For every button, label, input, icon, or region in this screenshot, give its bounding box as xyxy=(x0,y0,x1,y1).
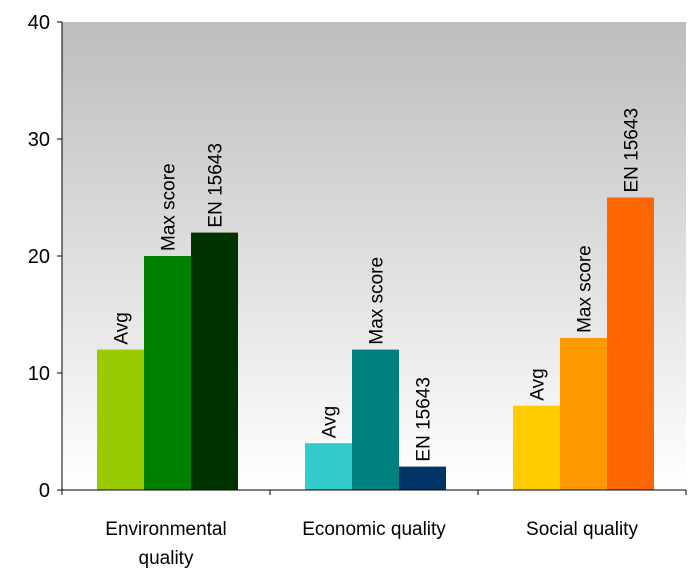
y-tick-label: 40 xyxy=(28,12,50,34)
bar xyxy=(399,466,446,490)
bar xyxy=(305,443,352,490)
bar-data-label: Max score xyxy=(367,257,388,345)
bar xyxy=(560,337,607,490)
bar-data-label: EN 15643 xyxy=(206,143,227,228)
y-tick-label: 0 xyxy=(39,480,50,502)
x-category-label: Social quality xyxy=(526,519,638,540)
bar-data-label: EN 15643 xyxy=(414,377,435,462)
x-category-label: Environmental xyxy=(105,519,226,540)
bar-data-label: Max score xyxy=(159,163,180,251)
bar xyxy=(97,349,144,490)
x-category-label: quality xyxy=(139,548,194,569)
bar-data-label: Avg xyxy=(112,312,133,344)
bar xyxy=(191,232,238,490)
bar xyxy=(607,197,654,490)
bar xyxy=(352,349,399,490)
bar-data-label: EN 15643 xyxy=(622,108,643,193)
y-tick-label: 30 xyxy=(28,129,50,151)
bar xyxy=(513,405,560,490)
y-tick-label: 10 xyxy=(28,363,50,385)
bar-data-label: Avg xyxy=(528,368,549,400)
bar-data-label: Avg xyxy=(320,406,341,438)
x-category-label: Economic quality xyxy=(302,519,446,540)
bar-data-label: Max score xyxy=(575,245,596,333)
y-tick-label: 20 xyxy=(28,246,50,268)
bar xyxy=(144,256,191,490)
